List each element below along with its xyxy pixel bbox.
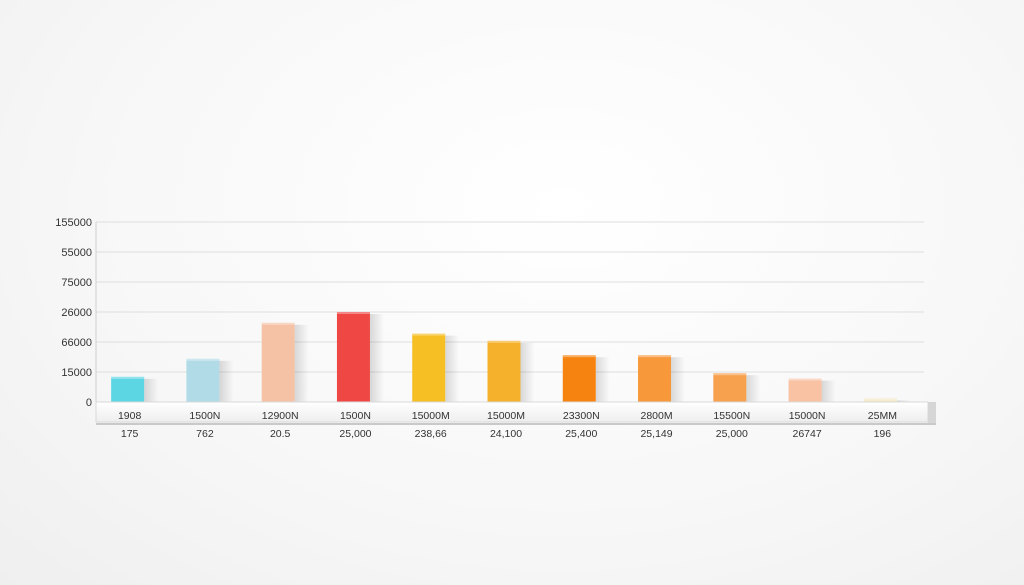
bar-shadow bbox=[445, 335, 460, 402]
bar bbox=[336, 312, 370, 402]
x-sub-label: 196 bbox=[874, 428, 892, 440]
x-category-label: 15000M bbox=[487, 410, 525, 422]
gridlines bbox=[96, 221, 924, 373]
bar bbox=[111, 376, 145, 402]
x-category-label: 2800M bbox=[640, 410, 672, 422]
bar-shadow bbox=[219, 360, 234, 402]
x-category-label: 15000N bbox=[789, 410, 826, 422]
x-axis-base bbox=[95, 401, 936, 425]
x-sub-label: 762 bbox=[196, 428, 214, 440]
bar-shadow bbox=[896, 400, 911, 402]
bar bbox=[713, 373, 747, 402]
x-axis-sublabels: 175 762 20.5 25,000 238,66 24,100 25,400 25,149… bbox=[121, 428, 891, 440]
bar-shadow bbox=[746, 375, 761, 402]
x-sub-label: 25,000 bbox=[339, 428, 371, 440]
x-category-label: 25MM bbox=[868, 410, 897, 422]
bar-highlight bbox=[562, 355, 596, 358]
bar-highlight bbox=[863, 398, 897, 401]
x-sub-label: 175 bbox=[121, 428, 139, 440]
x-category-label: 1908 bbox=[118, 410, 142, 422]
bar bbox=[562, 355, 596, 402]
bar-highlight bbox=[788, 378, 822, 381]
bar-shadow bbox=[520, 342, 535, 402]
bar-highlight bbox=[111, 376, 145, 379]
bar-highlight bbox=[186, 358, 220, 361]
x-category-label: 12900N bbox=[262, 410, 299, 422]
bar bbox=[186, 358, 220, 402]
bar-shadow bbox=[294, 324, 309, 402]
x-category-label: 1500N bbox=[189, 410, 220, 422]
y-tick-label: 66000 bbox=[61, 337, 92, 349]
x-axis-labels: 1908 1500N 12900N 1500N 15000M 15000M 23300N 28… bbox=[118, 410, 897, 422]
x-category-label: 23300N bbox=[563, 410, 600, 422]
y-axis-ticks: 0 15000 66000 26000 75000 55000 155000 bbox=[55, 217, 92, 409]
bar bbox=[412, 333, 446, 402]
y-tick-label: 0 bbox=[86, 397, 92, 409]
bars bbox=[111, 312, 911, 402]
bar-shadow bbox=[369, 314, 384, 402]
x-sub-label: 25,000 bbox=[716, 428, 748, 440]
x-category-label: 15000M bbox=[412, 410, 450, 422]
y-tick-label: 75000 bbox=[61, 277, 92, 289]
bar bbox=[638, 355, 672, 402]
y-tick-label: 15000 bbox=[61, 367, 92, 379]
x-sub-label: 25,400 bbox=[565, 428, 597, 440]
bar bbox=[863, 398, 897, 402]
x-sub-label: 238,66 bbox=[415, 428, 447, 440]
bar-shadow bbox=[144, 378, 159, 402]
bar-shadow bbox=[595, 357, 610, 402]
x-sub-label: 24,100 bbox=[490, 428, 522, 440]
bar-highlight bbox=[261, 322, 295, 325]
x-sub-label: 26747 bbox=[792, 428, 821, 440]
y-tick-label: 155000 bbox=[55, 217, 92, 229]
x-category-label: 1500N bbox=[340, 410, 371, 422]
bar-highlight bbox=[336, 312, 370, 314]
bar-highlight bbox=[487, 340, 521, 343]
x-category-label: 15500N bbox=[713, 410, 750, 422]
bar bbox=[788, 378, 822, 402]
y-tick-label: 55000 bbox=[61, 247, 92, 259]
bar-highlight bbox=[638, 355, 672, 358]
bar bbox=[261, 322, 295, 402]
x-sub-label: 25,149 bbox=[640, 428, 672, 440]
bar bbox=[487, 340, 521, 402]
bar-shadow bbox=[671, 357, 686, 402]
bar-highlight bbox=[412, 333, 446, 336]
y-tick-label: 26000 bbox=[61, 307, 92, 319]
bar-shadow bbox=[821, 380, 836, 402]
x-sub-label: 20.5 bbox=[270, 428, 291, 440]
bar-highlight bbox=[713, 373, 747, 376]
